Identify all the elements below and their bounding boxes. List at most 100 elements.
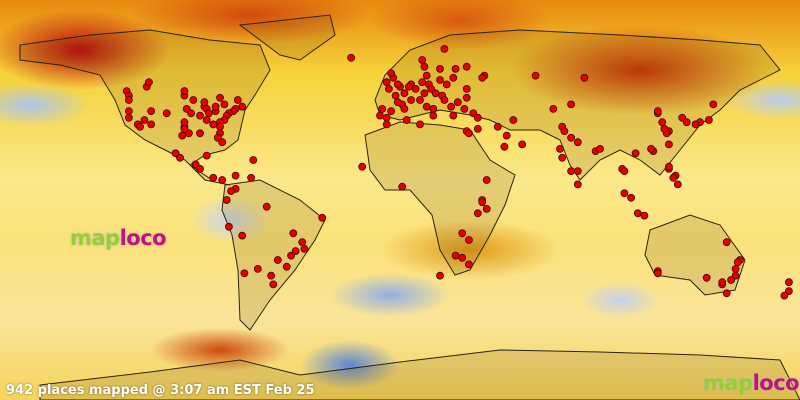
place-marker[interactable] — [653, 107, 662, 115]
place-marker[interactable] — [560, 127, 569, 136]
place-marker[interactable] — [691, 120, 700, 129]
place-marker[interactable] — [420, 89, 429, 98]
place-marker[interactable] — [400, 89, 409, 98]
place-marker[interactable] — [502, 131, 511, 140]
place-marker[interactable] — [727, 276, 735, 284]
place-marker[interactable] — [429, 111, 438, 120]
place-marker[interactable] — [222, 196, 231, 204]
place-marker[interactable] — [384, 85, 393, 93]
place-marker[interactable] — [196, 164, 204, 173]
place-marker[interactable] — [211, 102, 220, 111]
place-marker[interactable] — [200, 98, 209, 107]
place-marker[interactable] — [458, 253, 467, 262]
place-marker[interactable] — [298, 238, 307, 247]
place-marker[interactable] — [400, 105, 409, 113]
place-marker[interactable] — [171, 149, 180, 158]
place-marker[interactable] — [460, 105, 469, 113]
place-marker[interactable] — [458, 229, 467, 238]
place-marker[interactable] — [429, 105, 438, 113]
place-marker[interactable] — [378, 105, 387, 113]
place-marker[interactable] — [627, 193, 635, 202]
place-marker[interactable] — [702, 273, 711, 282]
place-marker[interactable] — [453, 98, 462, 107]
place-marker[interactable] — [451, 65, 460, 73]
place-marker[interactable] — [473, 113, 482, 122]
place-marker[interactable] — [558, 153, 567, 162]
place-marker[interactable] — [493, 122, 502, 131]
place-marker[interactable] — [318, 213, 327, 222]
place-marker[interactable] — [216, 122, 224, 131]
place-marker[interactable] — [722, 289, 731, 298]
place-marker[interactable] — [358, 162, 367, 171]
place-marker[interactable] — [631, 149, 640, 158]
place-marker[interactable] — [640, 211, 649, 220]
place-marker[interactable] — [436, 271, 444, 280]
place-marker[interactable] — [462, 93, 471, 102]
place-marker[interactable] — [231, 171, 240, 180]
place-marker[interactable] — [238, 102, 247, 111]
place-marker[interactable] — [124, 113, 133, 122]
place-marker[interactable] — [780, 291, 789, 300]
place-marker[interactable] — [436, 65, 444, 73]
place-marker[interactable] — [382, 78, 391, 87]
place-marker[interactable] — [440, 45, 449, 53]
place-marker[interactable] — [218, 138, 227, 147]
place-marker[interactable] — [196, 111, 204, 120]
place-marker[interactable] — [567, 133, 575, 142]
place-marker[interactable] — [785, 278, 793, 287]
place-marker[interactable] — [436, 76, 444, 84]
place-marker[interactable] — [180, 87, 189, 95]
place-marker[interactable] — [669, 173, 678, 182]
place-marker[interactable] — [442, 80, 451, 89]
place-marker[interactable] — [249, 156, 258, 164]
place-marker[interactable] — [431, 89, 440, 98]
place-marker[interactable] — [556, 144, 564, 153]
place-marker[interactable] — [387, 69, 396, 78]
place-marker[interactable] — [227, 187, 236, 196]
place-marker[interactable] — [473, 124, 482, 133]
place-marker[interactable] — [549, 105, 558, 113]
place-marker[interactable] — [407, 96, 416, 104]
place-marker[interactable] — [462, 62, 471, 71]
place-marker[interactable] — [273, 256, 282, 264]
place-marker[interactable] — [709, 100, 718, 109]
place-marker[interactable] — [653, 269, 662, 278]
place-marker[interactable] — [393, 98, 402, 107]
place-marker[interactable] — [411, 85, 420, 93]
place-marker[interactable] — [269, 280, 278, 289]
place-marker[interactable] — [124, 107, 133, 115]
place-marker[interactable] — [189, 96, 198, 104]
place-marker[interactable] — [464, 236, 473, 244]
place-marker[interactable] — [209, 173, 218, 182]
place-marker[interactable] — [209, 120, 218, 129]
place-marker[interactable] — [196, 129, 204, 138]
place-marker[interactable] — [567, 167, 575, 176]
place-marker[interactable] — [462, 85, 471, 93]
place-marker[interactable] — [478, 198, 487, 207]
place-marker[interactable] — [567, 100, 575, 109]
place-marker[interactable] — [404, 82, 413, 91]
place-marker[interactable] — [162, 109, 171, 118]
place-marker[interactable] — [382, 120, 391, 129]
place-marker[interactable] — [220, 100, 229, 109]
place-marker[interactable] — [478, 73, 487, 82]
place-marker[interactable] — [144, 78, 153, 87]
place-marker[interactable] — [240, 269, 249, 278]
place-marker[interactable] — [722, 238, 731, 247]
place-marker[interactable] — [420, 62, 429, 71]
place-marker[interactable] — [398, 182, 407, 191]
place-marker[interactable] — [202, 116, 211, 124]
place-marker[interactable] — [376, 111, 384, 120]
place-marker[interactable] — [418, 56, 427, 64]
place-marker[interactable] — [180, 118, 189, 127]
place-marker[interactable] — [620, 189, 629, 198]
place-marker[interactable] — [660, 124, 669, 133]
place-marker[interactable] — [218, 176, 227, 184]
place-marker[interactable] — [718, 278, 727, 287]
place-marker[interactable] — [573, 167, 582, 176]
place-marker[interactable] — [391, 91, 400, 100]
place-marker[interactable] — [705, 116, 713, 124]
place-marker[interactable] — [287, 251, 296, 260]
place-marker[interactable] — [531, 71, 540, 80]
